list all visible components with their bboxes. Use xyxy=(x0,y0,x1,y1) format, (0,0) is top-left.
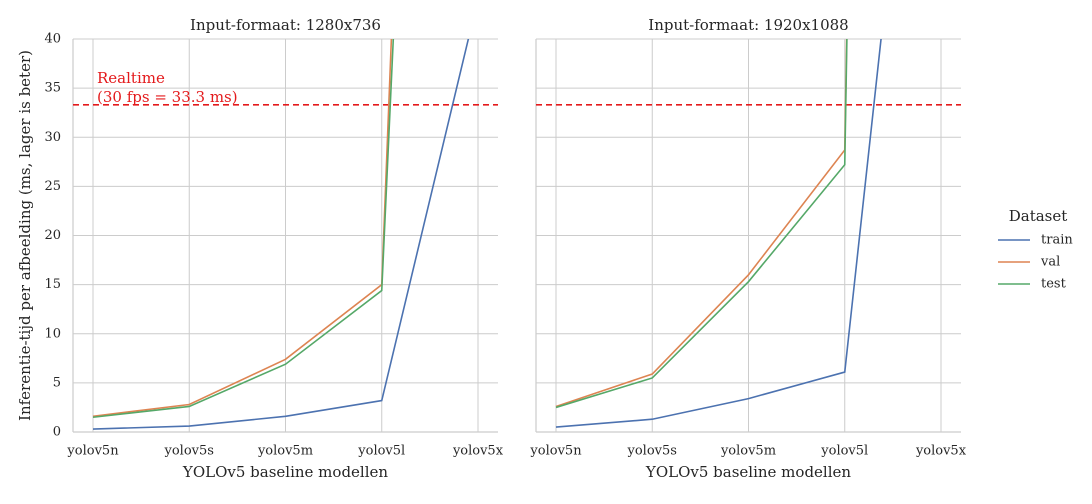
series-line xyxy=(555,39,882,428)
x-tick-label: yolov5s xyxy=(627,444,677,459)
y-tick-label: 30 xyxy=(44,130,61,145)
series-line xyxy=(92,39,395,419)
y-axis-label: Inferentie-tijd per afbeelding (ms, lage… xyxy=(16,50,34,421)
y-tick-label: 35 xyxy=(44,81,61,96)
x-tick-label: yolov5m xyxy=(257,444,313,459)
annotation: (30 fps = 33.3 ms) xyxy=(97,88,238,106)
y-tick-label: 15 xyxy=(44,277,61,292)
x-tick-label: yolov5m xyxy=(720,444,776,459)
x-tick-label: yolov5l xyxy=(357,444,405,459)
series-line xyxy=(555,39,848,408)
x-tick-label: yolov5x xyxy=(915,444,967,459)
y-tick-label: 10 xyxy=(44,326,61,341)
x-tick-label: yolov5s xyxy=(164,444,214,459)
legend-label: test xyxy=(1041,277,1067,292)
plot-area xyxy=(73,39,498,430)
x-tick-label: yolov5x xyxy=(452,444,504,459)
y-tick-label: 0 xyxy=(53,425,61,440)
x-axis-label: YOLOv5 baseline modellen xyxy=(645,463,851,481)
y-tick-label: 20 xyxy=(44,228,61,243)
panel-title: Input-formaat: 1920x1088 xyxy=(648,16,848,34)
legend-label: train xyxy=(1041,233,1073,248)
panel-title: Input-formaat: 1280x736 xyxy=(190,16,381,34)
legend-label: val xyxy=(1040,255,1060,270)
y-tick-label: 5 xyxy=(53,375,61,390)
x-tick-label: yolov5n xyxy=(66,444,119,459)
x-axis-label: YOLOv5 baseline modellen xyxy=(182,463,388,481)
series-line xyxy=(92,39,393,418)
series-line xyxy=(555,39,848,409)
plot-area xyxy=(536,39,961,428)
y-tick-label: 25 xyxy=(44,179,61,194)
x-tick-label: yolov5n xyxy=(529,444,582,459)
x-tick-label: yolov5l xyxy=(820,444,868,459)
y-tick-label: 40 xyxy=(44,32,61,47)
annotation: Realtime xyxy=(97,69,165,87)
series-line xyxy=(92,39,470,430)
legend-title: Dataset xyxy=(1009,207,1068,225)
